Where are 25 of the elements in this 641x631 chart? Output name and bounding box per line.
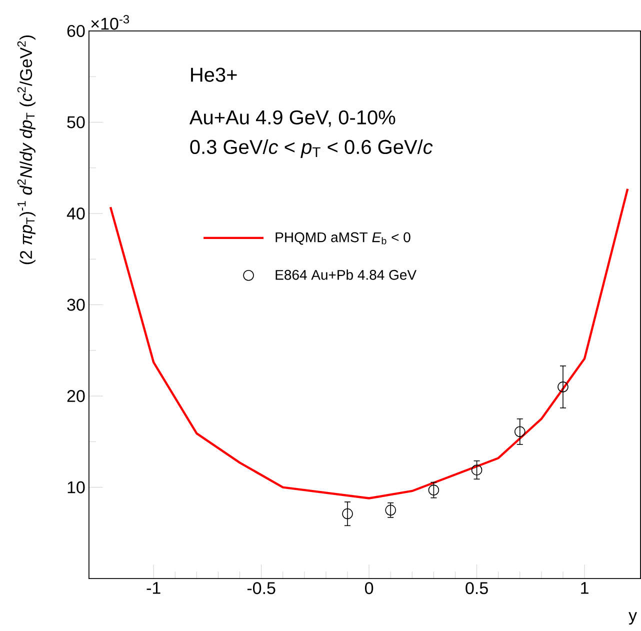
y-tick-label: 20 xyxy=(67,390,85,402)
legend-label: E864 Au+Pb 4.84 GeV xyxy=(276,270,416,280)
legend-label: PHQMD aMST E$_{b}$ < 0 xyxy=(276,232,410,245)
text: (2 πp$_{T}$)$^{-1}$ d$^{2}$N/dy dp$_{T}$ (c$^{2}$/GeV$^{2}$) xyxy=(17,36,36,264)
text: ×10$^{-3}$ xyxy=(91,15,130,30)
annotation: Au+Au 4.9 GeV, 0-10% xyxy=(189,110,396,128)
point xyxy=(342,508,353,520)
point xyxy=(514,426,526,438)
x-tick-label: 0.5 xyxy=(466,582,488,594)
x-tick-label: -0.5 xyxy=(247,582,276,594)
point xyxy=(428,484,440,496)
x-tick-label: 0 xyxy=(364,582,374,594)
annotation: He3+ xyxy=(191,68,237,82)
x-tick-label: -1 xyxy=(146,582,160,594)
y-tick-label: 50 xyxy=(67,116,85,128)
y-tick-label: 30 xyxy=(67,298,85,312)
y-tick-label: 10 xyxy=(68,482,85,494)
point xyxy=(558,382,568,393)
y-tick-label: 40 xyxy=(66,208,85,220)
point xyxy=(471,464,482,476)
x-tick-label: 1 xyxy=(581,582,588,594)
annotation: 0.3 GeV/c < p$_{T}$ < 0.6 GeV/c xyxy=(190,140,433,158)
point xyxy=(385,504,396,516)
y-tick-label: 60 xyxy=(67,25,85,38)
x-axis-title: y xyxy=(628,612,637,625)
